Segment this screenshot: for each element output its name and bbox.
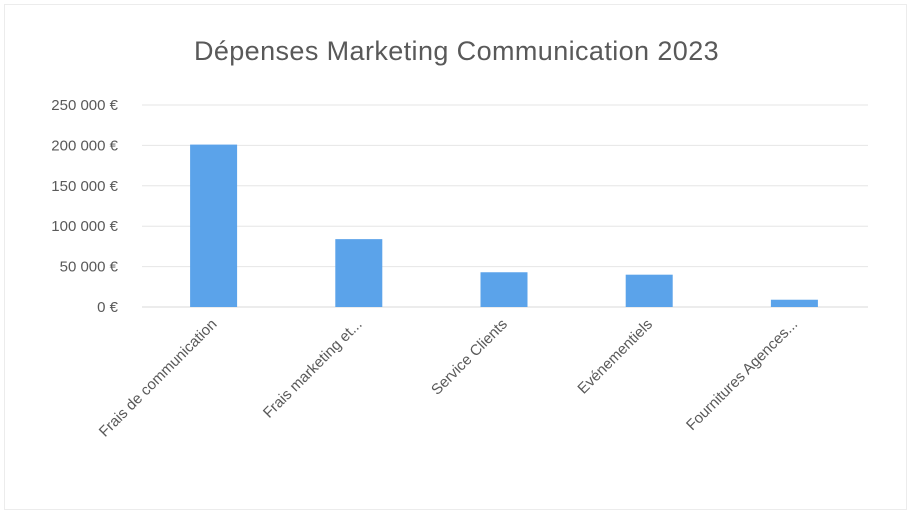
bar (625, 274, 673, 307)
chart-frame (4, 4, 907, 510)
x-category-label: Frais marketing et... (260, 316, 366, 422)
bars (190, 144, 818, 307)
x-category-label: Service Clients (428, 316, 511, 399)
y-axis-tick-labels: 0 € 50 000 € 100 000 € 150 000 € 200 000 € 25… (51, 97, 118, 316)
x-category-label: Evénementiels (574, 316, 656, 398)
y-tick-label: 150 000 € (51, 178, 118, 195)
bar (480, 272, 528, 307)
x-category-label: Fournitures Agences... (683, 316, 801, 434)
bar (335, 239, 383, 307)
y-tick-label: 50 000 € (60, 259, 119, 276)
x-axis-category-labels: Frais de communication Frais marketing et… (96, 316, 801, 441)
x-category-label: Frais de communication (96, 316, 221, 441)
y-tick-label: 200 000 € (51, 137, 118, 154)
y-tick-label: 0 € (97, 299, 119, 316)
y-tick-label: 100 000 € (51, 218, 118, 235)
chart-title: Dépenses Marketing Communication 2023 (193, 36, 720, 66)
bar (770, 299, 818, 307)
bar (190, 144, 238, 307)
y-tick-label: 250 000 € (51, 97, 118, 114)
gridlines (142, 104, 868, 308)
